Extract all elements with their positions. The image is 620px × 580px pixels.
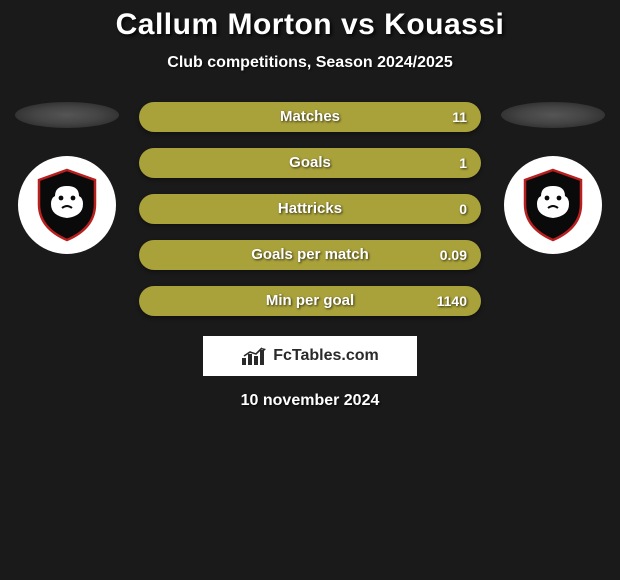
team-badge-right [504, 156, 602, 254]
stat-label: Hattricks [139, 194, 481, 224]
chart-icon [241, 346, 269, 366]
comparison-card: Callum Morton vs Kouassi Club competitio… [0, 0, 620, 410]
stat-label: Min per goal [139, 286, 481, 316]
stat-value-right: 1140 [437, 286, 467, 316]
stat-row: Goals per match0.09 [139, 240, 481, 270]
team-badge-left [18, 156, 116, 254]
stat-row: Min per goal1140 [139, 286, 481, 316]
stat-label: Goals per match [139, 240, 481, 270]
left-side [13, 102, 121, 254]
date-label: 10 november 2024 [0, 392, 620, 410]
shield-icon [521, 168, 585, 242]
stat-value-right: 11 [452, 102, 467, 132]
page-title: Callum Morton vs Kouassi [0, 8, 620, 42]
brand-label: FcTables.com [273, 347, 379, 365]
right-side [499, 102, 607, 254]
player-shadow-right [501, 102, 605, 128]
shield-icon [35, 168, 99, 242]
stat-row: Hattricks0 [139, 194, 481, 224]
stat-label: Goals [139, 148, 481, 178]
stat-row: Matches11 [139, 102, 481, 132]
brand-box: FcTables.com [203, 336, 417, 376]
stat-row: Goals1 [139, 148, 481, 178]
stat-label: Matches [139, 102, 481, 132]
main-area: Matches11 Goals1 Hattricks0 Goals per match… [0, 102, 620, 316]
subtitle: Club competitions, Season 2024/2025 [0, 54, 620, 72]
stat-value-right: 0 [459, 194, 467, 224]
stat-value-right: 0.09 [440, 240, 467, 270]
stat-value-right: 1 [459, 148, 467, 178]
stats-column: Matches11 Goals1 Hattricks0 Goals per match… [139, 102, 481, 316]
player-shadow-left [15, 102, 119, 128]
